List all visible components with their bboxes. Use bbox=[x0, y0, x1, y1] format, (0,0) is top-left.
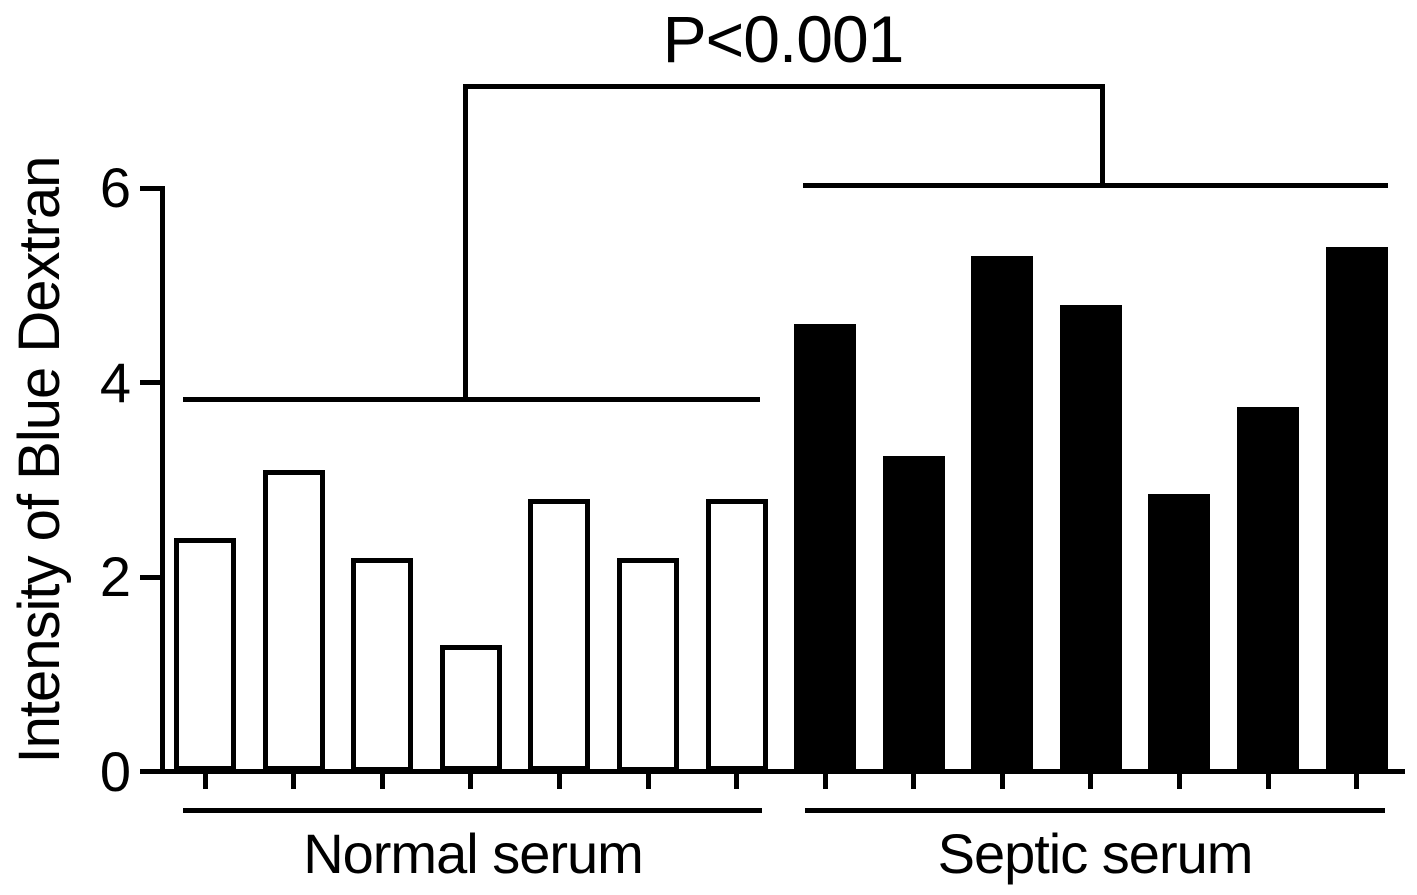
bar bbox=[1326, 247, 1388, 772]
x-axis-tick bbox=[380, 774, 385, 789]
bracket-top-line bbox=[463, 84, 1105, 89]
x-axis-tick bbox=[823, 774, 828, 789]
x-axis-tick bbox=[203, 774, 208, 789]
significance-label: P<0.001 bbox=[662, 2, 905, 76]
group-underline bbox=[183, 808, 762, 813]
x-axis-tick bbox=[1000, 774, 1005, 789]
x-axis-tick bbox=[911, 774, 916, 789]
y-axis-tick bbox=[140, 769, 165, 774]
x-axis-tick bbox=[557, 774, 562, 789]
y-tick-label: 0 bbox=[99, 740, 131, 803]
bar bbox=[263, 470, 325, 771]
bar bbox=[174, 538, 236, 771]
bar bbox=[617, 558, 679, 772]
x-axis-tick bbox=[291, 774, 296, 789]
bar bbox=[1148, 494, 1210, 771]
bar bbox=[528, 499, 590, 771]
x-axis-tick bbox=[646, 774, 651, 789]
y-tick-label: 2 bbox=[99, 545, 131, 608]
y-axis-tick bbox=[140, 186, 165, 191]
bar bbox=[440, 645, 502, 771]
x-axis-tick bbox=[1354, 774, 1359, 789]
bar bbox=[794, 324, 856, 771]
bracket-left-vertical bbox=[463, 84, 468, 402]
bar bbox=[971, 256, 1033, 771]
y-axis-line bbox=[160, 186, 165, 774]
group-label: Normal serum bbox=[303, 822, 644, 885]
y-axis-tick bbox=[140, 575, 165, 580]
bar bbox=[883, 456, 945, 772]
group-underline bbox=[805, 808, 1385, 813]
significance-group-line bbox=[183, 397, 760, 402]
y-tick-label: 4 bbox=[99, 351, 131, 414]
x-axis-tick bbox=[1088, 774, 1093, 789]
bracket-right-vertical bbox=[1100, 84, 1105, 188]
bar bbox=[351, 558, 413, 772]
significance-group-line bbox=[803, 183, 1388, 188]
x-axis-tick bbox=[734, 774, 739, 789]
group-label: Septic serum bbox=[937, 822, 1254, 885]
x-axis-tick bbox=[1177, 774, 1182, 789]
y-axis-tick bbox=[140, 380, 165, 385]
bar bbox=[706, 499, 768, 771]
bar bbox=[1060, 305, 1122, 772]
x-axis-line bbox=[160, 769, 1405, 774]
x-axis-tick bbox=[468, 774, 473, 789]
x-axis-tick bbox=[1266, 774, 1271, 789]
y-tick-label: 6 bbox=[99, 156, 131, 219]
bar bbox=[1237, 407, 1299, 772]
